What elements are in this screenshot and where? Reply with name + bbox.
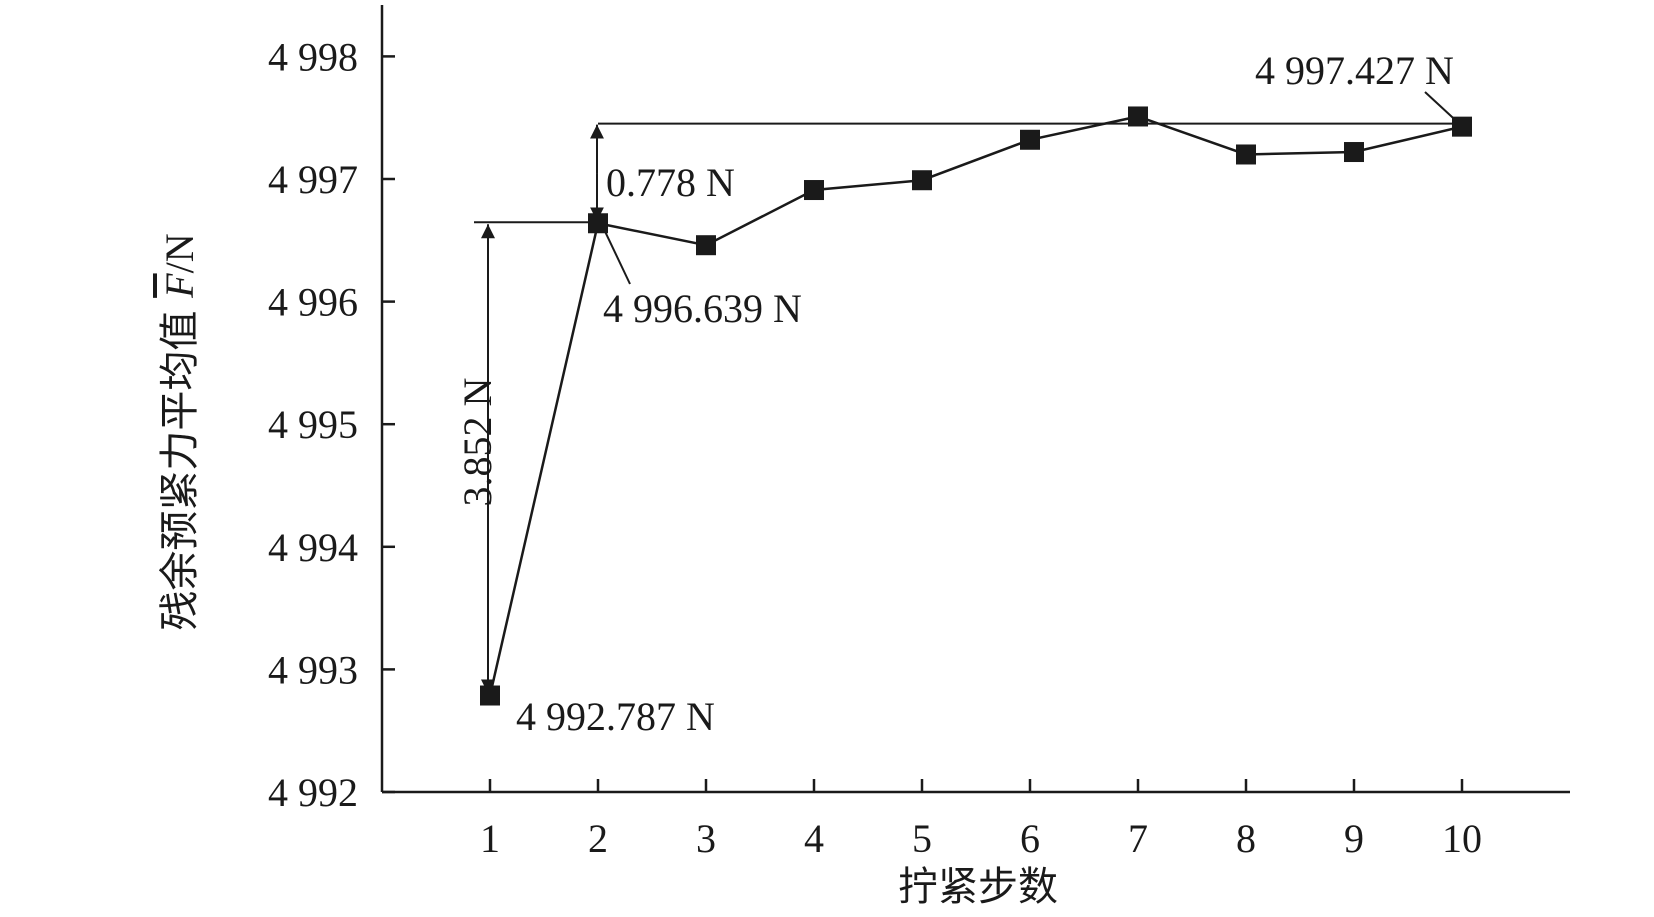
- x-tick-label: 4: [804, 816, 824, 861]
- y-axis-title-unit: /N: [157, 233, 202, 273]
- series-line: [488, 115, 1463, 696]
- data-series: [480, 106, 1472, 706]
- x-tick-label: 2: [588, 816, 608, 861]
- data-point-marker: [912, 170, 932, 191]
- y-tick-label: 4 997: [268, 157, 358, 202]
- leader-line-step2: [603, 228, 631, 285]
- y-tick-label: 4 992: [268, 770, 358, 815]
- x-tick-label: 1: [480, 816, 500, 861]
- y-axis-title-symbol: F: [157, 273, 202, 299]
- annotations: [474, 91, 1462, 694]
- axes: 4 992 4 993 4 994 4 995 4 996 4 997 4 998 1 2 3 4 5…: [268, 5, 1570, 861]
- annotation-diff2-label: 0.778 N: [606, 160, 735, 205]
- data-point-marker: [1236, 144, 1256, 165]
- y-axis-title-text: 残余预紧力平均值: [157, 298, 203, 631]
- data-point-marker: [1128, 106, 1148, 127]
- x-tick-label: 8: [1236, 816, 1256, 861]
- y-tick-label: 4 993: [268, 647, 358, 692]
- annotation-step2-label: 4 996.639 N: [603, 286, 802, 331]
- annotation-final-label: 4 997.427 N: [1255, 48, 1454, 93]
- annotation-min-label: 4 992.787 N: [516, 694, 715, 739]
- data-point-marker: [804, 180, 824, 201]
- y-tick-label: 4 994: [268, 525, 358, 570]
- data-point-marker: [1344, 142, 1364, 163]
- data-point-marker: [480, 685, 500, 706]
- leader-line-final: [1424, 91, 1457, 122]
- y-axis-title: 残余预紧力平均值 F/N: [157, 233, 203, 630]
- x-tick-label: 3: [696, 816, 716, 861]
- data-point-marker: [696, 235, 716, 256]
- svg-text:残余预紧力平均值 F/N: 残余预紧力平均值 F/N: [157, 233, 203, 630]
- x-tick-label: 7: [1128, 816, 1148, 861]
- data-point-marker: [1452, 116, 1472, 137]
- y-tick-label: 4 995: [268, 402, 358, 447]
- x-tick-label: 5: [912, 816, 932, 861]
- y-tick-label: 4 998: [268, 34, 358, 79]
- x-axis-title: 拧紧步数: [898, 864, 1058, 910]
- x-tick-label: 10: [1442, 816, 1482, 861]
- annotation-diff1-label: 3.852 N: [455, 378, 500, 507]
- x-tick-label: 9: [1344, 816, 1364, 861]
- data-point-marker: [588, 213, 608, 234]
- data-point-marker: [1020, 129, 1040, 150]
- x-tick-label: 6: [1020, 816, 1040, 861]
- y-tick-label: 4 996: [268, 280, 358, 325]
